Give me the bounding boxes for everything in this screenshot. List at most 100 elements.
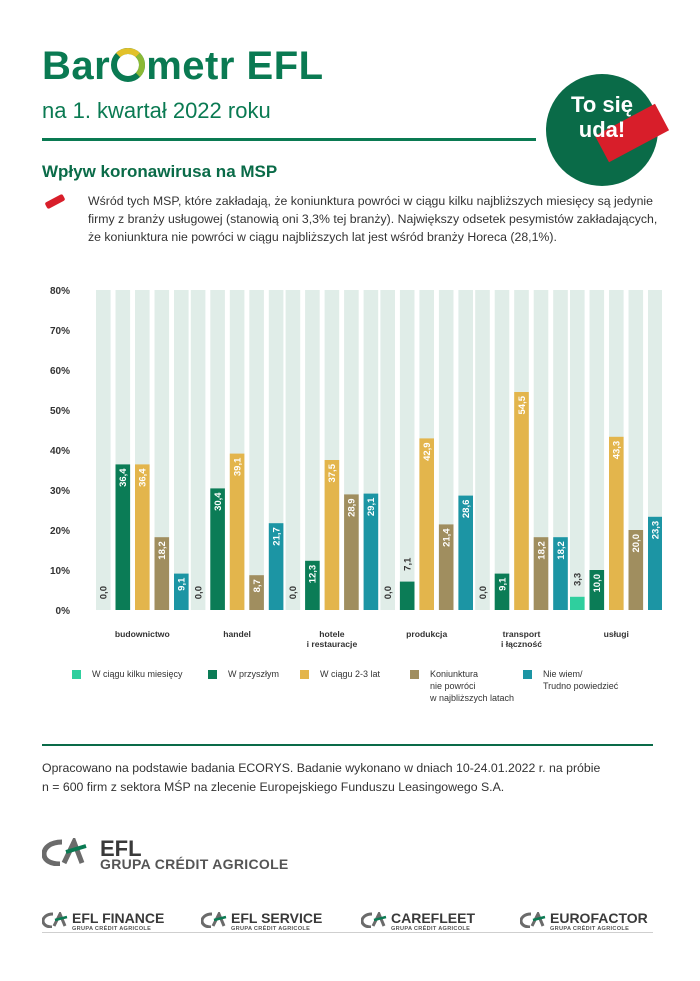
bar-value-label: 9,1 [497,577,508,591]
legend-swatch [72,670,81,679]
bar-value-label: 0,0 [383,586,394,599]
bar-value-label: 43,3 [612,441,623,460]
legend-label: Nie wiem/ Trudno powiedzieć [543,669,619,691]
bar-background [285,290,301,610]
bar [154,537,170,610]
category-label: hotele [319,629,345,639]
legend-swatch [523,670,532,679]
bar-value-label: 36,4 [118,468,129,487]
bar [494,573,510,610]
y-tick-label: 50% [50,406,70,417]
bar-background [494,290,510,610]
credit-agricole-logo-icon [42,838,87,866]
bar [324,460,340,610]
bar [115,464,131,610]
ca-mark-icon [201,912,227,928]
bar-value-label: 28,6 [461,500,472,518]
category-label: i łączność [501,639,542,649]
bar [305,560,320,610]
section-title: Wpływ koronawirusa na MSP [42,162,278,181]
bar [533,537,549,610]
bar-value-label: 8,7 [252,579,263,592]
bar [344,494,359,610]
logo-carefleet: CAREFLEET GRUPA CRÉDIT AGRICOLE [361,910,501,936]
bar-background [589,290,605,610]
y-tick-label: 60% [50,366,70,377]
legend-swatch [300,670,309,679]
y-tick-label: 0% [56,606,71,617]
footnote-divider [42,744,653,746]
bar-background [475,290,490,610]
category-label: usługi [604,629,629,639]
bar [210,488,225,610]
footnote-text: Opracowano na podstawie badania ECORYS. … [42,761,601,794]
bar-value-label: 18,2 [157,541,168,560]
bar-background [96,290,111,610]
bar-value-label: 21,7 [271,527,282,546]
legend-item: W ciągu 2-3 lat [300,668,450,708]
y-tick-label: 40% [50,446,70,457]
efl-logo-name: EFL [100,836,142,861]
bar [363,493,379,610]
bar-value-label: 0,0 [193,586,204,599]
bar-value-label: 3,3 [573,573,584,586]
bar-background [154,290,170,610]
bar-value-label: 0,0 [99,586,110,599]
y-tick-label: 30% [50,486,70,497]
footer-divider [42,932,653,933]
y-tick-label: 80% [50,286,70,297]
bar [553,537,568,610]
bar-background [249,290,264,610]
bar-value-label: 42,9 [422,442,433,461]
bar-value-label: 10,0 [592,574,603,593]
category-label: transport [503,629,541,639]
bar-value-label: 37,5 [327,463,338,482]
category-label: i restauracje [307,639,358,649]
bar [438,524,454,610]
legend-swatch [410,670,419,679]
brand-ring-logo [111,48,146,82]
bar [609,436,624,610]
ca-mark-icon [361,912,387,928]
bar-value-label: 23,3 [651,521,662,540]
bar-background [174,290,189,610]
category-label: budownictwo [115,629,170,639]
legend-swatch [208,670,217,679]
bar-background [305,290,320,610]
y-tick-label: 20% [50,526,70,537]
bar-background [399,290,415,610]
bar-chart: 0% 10% 20% 30% 40% 50% 60% 70% 80% 0,0 36,4 36,4 18,… [50,286,662,649]
brand-title: Bar metr EFL [42,44,324,88]
bar [399,581,415,610]
bar-value-label: 7,1 [403,557,414,571]
y-tick-label: 10% [50,566,70,577]
bar [514,392,529,610]
bar-value-label: 21,4 [442,528,453,547]
bar [570,596,585,610]
bar-value-label: 30,4 [213,492,224,511]
slogan-text: To się uda! [571,92,633,142]
efl-logo-sub: GRUPA CRÉDIT AGRICOLE [100,856,289,872]
legend-label: W ciągu kilku miesięcy [92,669,183,679]
bar-value-label: 18,2 [556,541,567,560]
header-divider [42,138,536,141]
bar [628,530,644,610]
legend-label: W przyszłym [228,669,279,679]
bar-value-label: 29,1 [366,497,377,516]
legend-item: W przyszłym [208,668,358,708]
logo-efl-service: EFL SERVICE GRUPA CRÉDIT AGRICOLE [201,910,341,936]
bar [458,495,473,610]
legend-item: W ciągu kilku miesięcy [72,668,222,708]
bar [419,438,434,610]
legend-label: W ciągu 2-3 lat [320,669,381,679]
legend-label: Koniunktura nie powróci w najbliższych l… [430,669,515,703]
bar [229,453,245,610]
bar-background [190,290,206,610]
bullet-mark-icon [44,193,66,210]
bar-value-label: 0,0 [288,586,299,599]
logo-eurofactor: EUROFACTOR GRUPA CRÉDIT AGRICOLE [520,910,660,936]
intro-text: Wśród tych MSP, które zakładają, że koni… [88,194,658,244]
bar-value-label: 39,1 [232,457,243,476]
legend-item: Koniunktura nie powróci w najbliższych l… [410,668,560,708]
ca-mark-icon [42,912,68,928]
